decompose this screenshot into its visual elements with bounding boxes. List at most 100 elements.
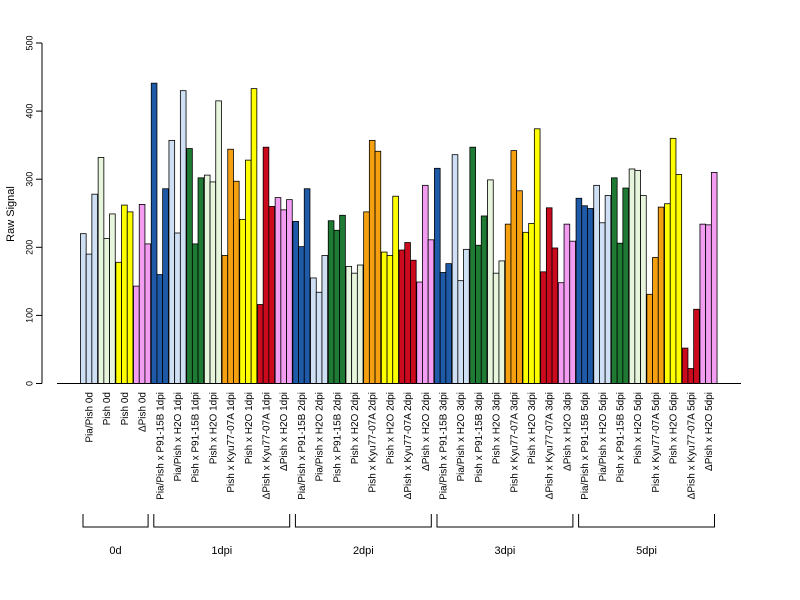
bar [303,188,311,384]
bar [262,146,270,384]
x-category-label: Pish x P91-15B 3dpi [474,392,485,483]
bar [191,243,199,384]
x-category-label: Pish x P91-15B 1dpi [191,392,202,483]
x-category-label: Pia/Pish 0d [85,392,96,443]
bar [333,229,341,384]
bar [97,157,105,384]
group-bracket [294,514,432,528]
bar [392,195,399,384]
bar [168,139,176,384]
y-tick-label: 200 [24,240,34,255]
bar [457,280,464,384]
bar [209,181,217,384]
x-category-label: ΔPish x Kyu77-07A 5dpi [686,392,697,499]
bar [622,187,629,384]
bar [203,174,211,384]
y-tick-label: 300 [24,172,34,187]
bar [498,260,506,384]
bar [416,281,423,384]
bar [280,209,287,384]
bar [103,238,110,384]
bar [439,272,447,384]
group-label: 2dpi [353,545,374,557]
x-category-label: ΔPish x Kyu77-07A 1dpi [262,392,273,499]
bar [345,265,353,384]
x-category-label: Pish 0d [120,392,131,425]
bar [575,197,583,384]
bar [239,218,246,384]
bar [510,150,518,384]
bar [156,274,164,384]
x-category-label: ΔPish x Kyu77-07A 3dpi [545,392,556,499]
bar [652,257,659,384]
x-category-label: ΔPish x H2O 2dpi [421,392,432,471]
bar [380,251,388,384]
x-category-label: Pia/Pish x P91-15B 1dpi [155,392,166,500]
bar [628,168,636,384]
x-category-label: Pish x P91-15B 2dpi [332,392,343,483]
bar [186,148,193,384]
x-category-label: Pish x H2O 2dpi [350,392,361,464]
bar [363,211,370,384]
group-brackets: 0d 1dpi 2dpi 3dpi 5dpi [82,514,715,557]
group-bracket [153,514,291,528]
bar [634,169,641,384]
bar [657,206,665,384]
bar [710,171,718,384]
bar [604,195,612,384]
x-category-label: ΔPish x H2O 5dpi [704,392,715,471]
bar [150,82,158,384]
bar [611,177,618,384]
x-category-label: Pish x P91-15B 5dpi [616,392,627,483]
bar [215,100,222,384]
x-category-label: Pish x H2O 2dpi [385,392,396,464]
bar [522,231,530,384]
bar [445,263,452,384]
bar [504,223,512,384]
bar [250,88,258,384]
bar [374,150,382,384]
bar [351,272,358,384]
bar [268,206,275,384]
x-category-label: ΔPish x H2O 3dpi [562,392,573,471]
x-category-label: Pish x Kyu77-07A 5dpi [651,392,662,493]
bar [492,272,500,384]
bar [599,222,606,384]
bar [245,159,252,384]
bar [475,244,482,384]
y-axis: 0 100 200 300 400 500 [24,35,43,386]
x-category-label: Pish x H2O 1dpi [244,392,255,464]
bar [563,223,571,384]
bar [121,204,128,384]
bar [197,177,205,384]
bar [126,211,134,384]
bar [669,137,677,384]
bar [233,180,240,384]
bar [109,213,116,384]
bar [298,246,305,384]
group-label: 1dpi [211,545,232,557]
bar [356,264,364,384]
bar [227,148,234,384]
bar [516,190,523,384]
bar [162,188,169,384]
bar [545,207,553,384]
category-labels: Pia/Pish 0d Pish 0d Pish 0d ΔPish 0d Pia/Pis… [85,392,716,500]
bar [557,282,565,384]
bar [451,154,459,384]
bar [80,233,87,384]
bar [310,277,317,384]
bar [693,308,700,384]
bar [133,285,140,384]
bar [675,174,683,384]
bar [422,184,429,384]
x-category-label: Pish x Kyu77-07A 2dpi [368,392,379,493]
group-bracket [578,514,715,528]
bar [646,293,653,384]
bar [339,214,346,384]
x-category-label: Pia/Pish x P91-15B 5dpi [580,392,591,500]
group-label: 0d [109,545,121,557]
bar [386,255,394,384]
bar [616,242,624,384]
bar [533,128,541,384]
